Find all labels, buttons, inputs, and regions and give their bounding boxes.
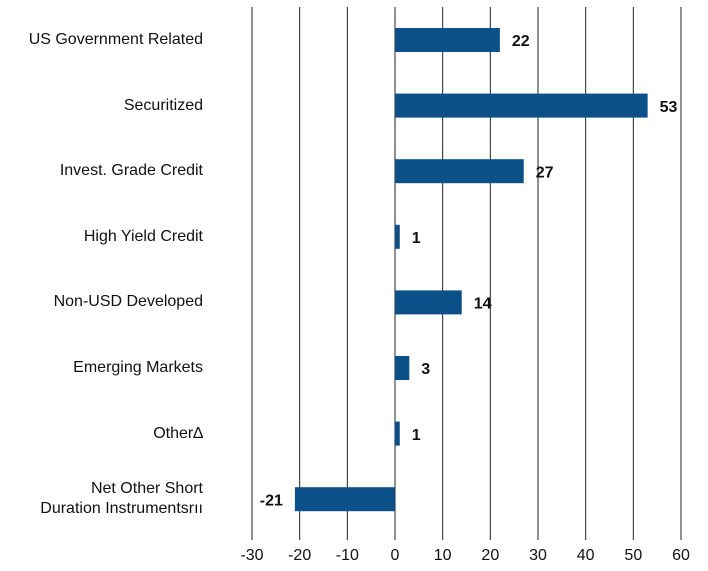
value-label: 1: [412, 427, 421, 444]
x-tick-label: 0: [391, 547, 400, 564]
x-tick-label: -10: [336, 547, 359, 564]
x-tick-label: 60: [672, 547, 690, 564]
value-label: 1: [412, 230, 421, 247]
category-label: Invest. Grade Credit: [59, 162, 203, 180]
x-tick-label: 20: [481, 547, 499, 564]
bar: [294, 487, 395, 512]
x-tick-label: 10: [434, 547, 452, 564]
category-label: US Government Related: [28, 31, 203, 48]
bar: [395, 356, 410, 380]
x-tick-label: -20: [288, 547, 311, 564]
value-label: 3: [421, 361, 430, 378]
bar: [395, 290, 462, 315]
category-label: Net Other Short Duration Instrumentsrıı: [40, 480, 203, 518]
category-label: Non-USD Developed: [53, 293, 203, 311]
bar: [395, 421, 400, 446]
bar: [395, 224, 400, 249]
value-label: 53: [660, 99, 678, 116]
value-label: 22: [512, 33, 530, 50]
category-label: High Yield Credit: [83, 227, 203, 245]
category-label: Securitized: [123, 96, 203, 114]
value-label: 14: [474, 296, 492, 313]
value-label: 27: [536, 164, 554, 181]
bar: [395, 28, 500, 52]
x-tick-label: 30: [529, 547, 547, 564]
bar: [395, 159, 524, 184]
category-label: Emerging Markets: [73, 359, 203, 376]
x-tick-label: -30: [240, 547, 263, 564]
x-tick-label: 50: [624, 547, 642, 564]
bar: [395, 93, 648, 118]
x-tick-label: 40: [577, 547, 595, 564]
category-label: Other∆: [153, 424, 203, 442]
value-label: -21: [260, 492, 283, 509]
